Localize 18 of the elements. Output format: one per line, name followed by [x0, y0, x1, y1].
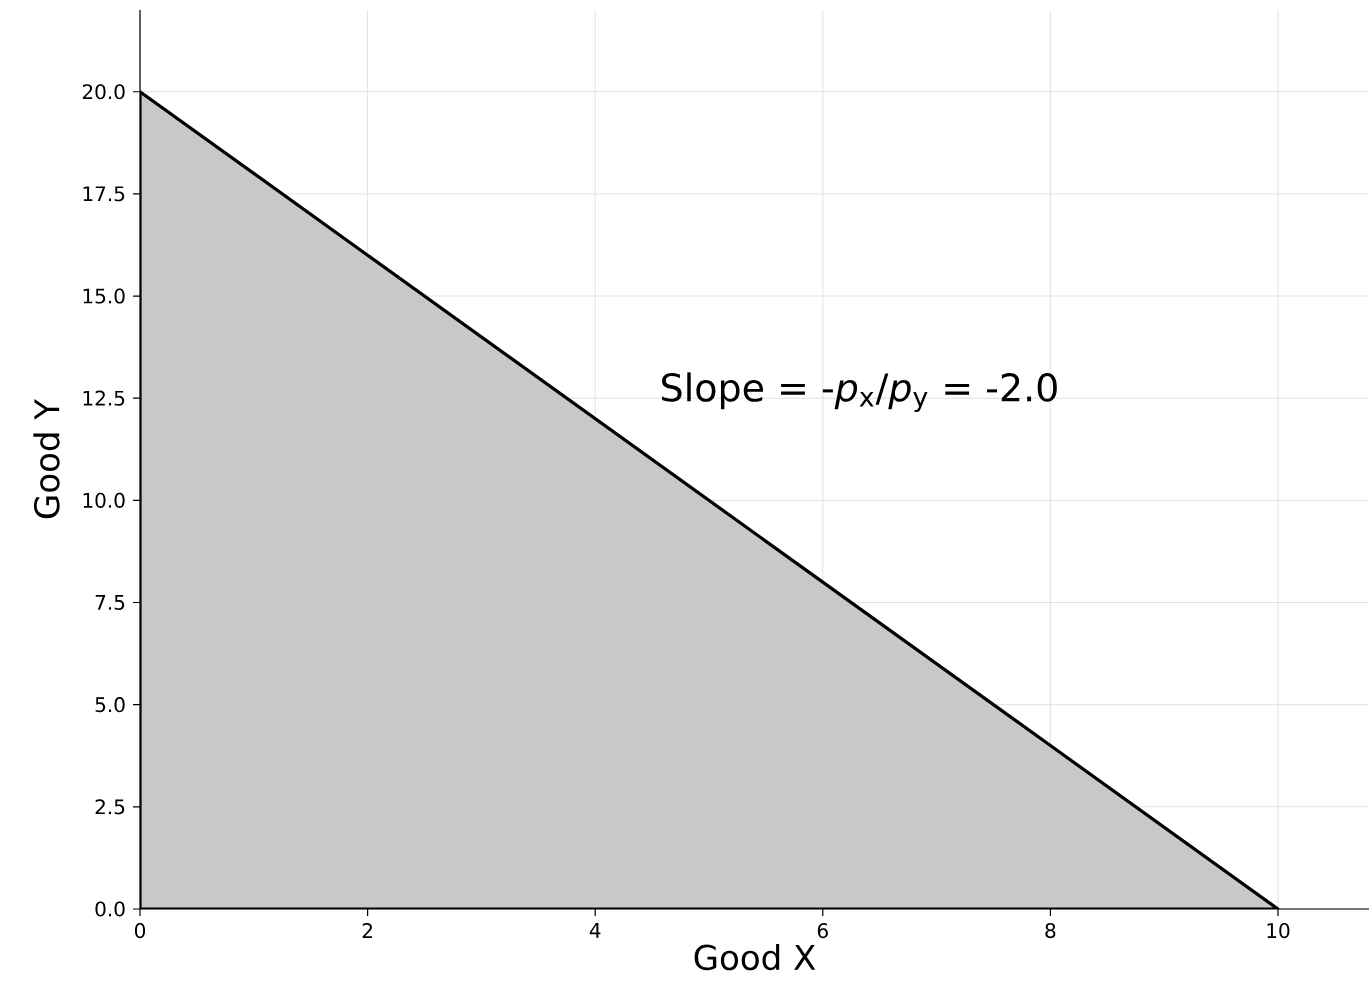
y-tick-label: 20.0	[82, 84, 125, 100]
y-tick-label: 10.0	[83, 492, 125, 508]
y-tick-label: 12.5	[83, 390, 125, 406]
y-tick-label: 2.5	[95, 799, 125, 815]
annotation: Slope = -p$_{x}$/p$_{y}$ = -2.0	[662, 372, 1057, 412]
y-tick-label: 0.0	[95, 901, 125, 917]
x-tick-label: 0	[134, 923, 146, 939]
y-tick-label: 17.5	[83, 186, 125, 202]
y-tick-label: 5.0	[95, 697, 125, 713]
x-axis-title: Good X	[694, 943, 816, 971]
x-tick-label: 8	[1045, 923, 1056, 939]
x-tick-label: 4	[589, 923, 601, 938]
y-axis-title: Good Y	[33, 398, 60, 519]
x-tick-label: 10	[1267, 923, 1290, 939]
y-tick-label: 15.0	[83, 288, 125, 304]
x-tick-label: 6	[817, 923, 828, 939]
x-tick-label: 2	[362, 923, 372, 938]
y-tick-label: 7.5	[95, 595, 125, 610]
